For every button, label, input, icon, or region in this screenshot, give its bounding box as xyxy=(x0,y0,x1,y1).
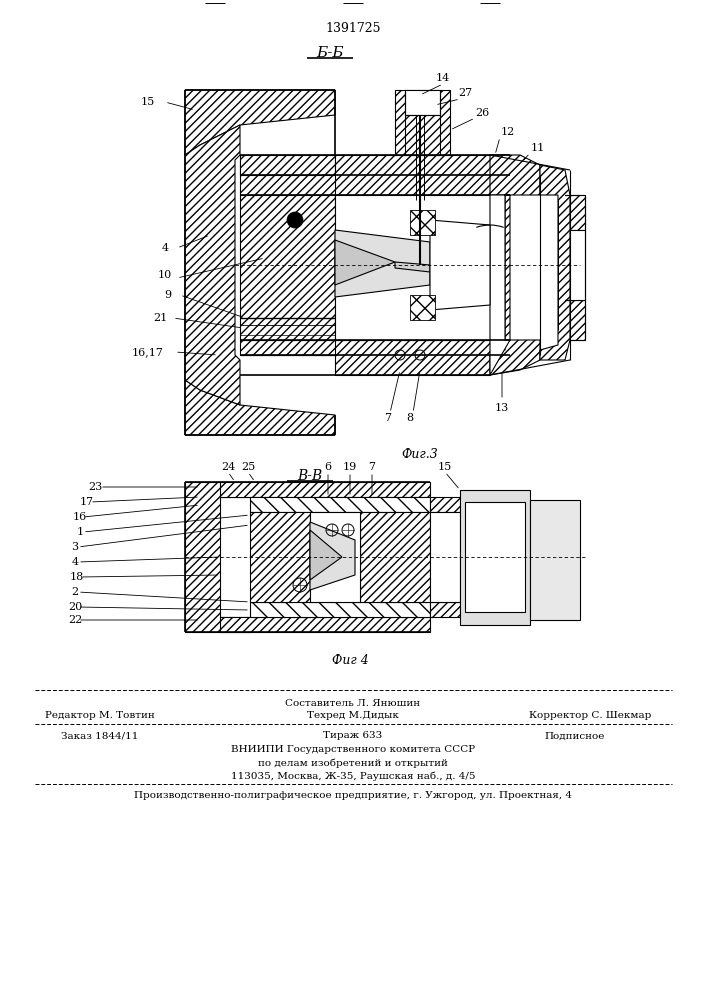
Polygon shape xyxy=(410,295,435,320)
Polygon shape xyxy=(250,497,430,512)
Polygon shape xyxy=(335,240,395,285)
Polygon shape xyxy=(250,602,430,617)
Polygon shape xyxy=(250,512,310,602)
Text: 15: 15 xyxy=(141,97,155,107)
Polygon shape xyxy=(460,490,530,625)
Text: 27: 27 xyxy=(458,88,472,98)
Polygon shape xyxy=(430,220,490,310)
Polygon shape xyxy=(310,530,342,580)
Polygon shape xyxy=(395,90,450,155)
Text: 4: 4 xyxy=(161,243,168,253)
Polygon shape xyxy=(185,380,335,435)
Polygon shape xyxy=(240,155,510,195)
Polygon shape xyxy=(335,155,490,195)
Text: Составитель Л. Янюшин: Составитель Л. Янюшин xyxy=(286,698,421,708)
Polygon shape xyxy=(310,512,360,602)
Text: Б-Б: Б-Б xyxy=(316,46,344,60)
Text: 21: 21 xyxy=(153,313,167,323)
Text: Производственно-полиграфическое предприятие, г. Ужгород, ул. Проектная, 4: Производственно-полиграфическое предприя… xyxy=(134,790,572,800)
Polygon shape xyxy=(540,165,570,360)
Text: 2: 2 xyxy=(71,587,78,597)
Polygon shape xyxy=(185,90,335,155)
Text: 10: 10 xyxy=(158,270,172,280)
Text: 8: 8 xyxy=(407,413,414,423)
Text: 26: 26 xyxy=(475,108,489,118)
Text: 20: 20 xyxy=(68,602,82,612)
Text: по делам изобретений и открытий: по делам изобретений и открытий xyxy=(258,758,448,768)
Polygon shape xyxy=(565,195,585,230)
Text: 15: 15 xyxy=(438,462,452,472)
Text: 18: 18 xyxy=(70,572,84,582)
Text: 11: 11 xyxy=(531,143,545,153)
Text: Фиг 4: Фиг 4 xyxy=(332,654,368,666)
Text: 24: 24 xyxy=(221,462,235,472)
Polygon shape xyxy=(410,210,435,235)
Text: В-В: В-В xyxy=(298,469,322,483)
Polygon shape xyxy=(465,502,525,612)
Text: 25: 25 xyxy=(241,462,255,472)
Text: 6: 6 xyxy=(325,462,332,472)
Polygon shape xyxy=(335,230,430,297)
Text: 22: 22 xyxy=(68,615,82,625)
Polygon shape xyxy=(490,155,540,375)
Text: 16,17: 16,17 xyxy=(132,347,164,357)
Text: 9: 9 xyxy=(165,290,172,300)
Polygon shape xyxy=(240,155,335,175)
Text: 13: 13 xyxy=(495,403,509,413)
Text: Фиг.3: Фиг.3 xyxy=(402,448,438,462)
Polygon shape xyxy=(430,602,460,617)
Text: 23: 23 xyxy=(88,482,102,492)
Polygon shape xyxy=(405,90,440,115)
Text: 1391725: 1391725 xyxy=(325,21,381,34)
Polygon shape xyxy=(565,300,585,340)
Polygon shape xyxy=(395,262,430,272)
Text: Техред М.Дидык: Техред М.Дидык xyxy=(307,712,399,720)
Text: 113035, Москва, Ж-35, Раушская наб., д. 4/5: 113035, Москва, Ж-35, Раушская наб., д. … xyxy=(230,771,475,781)
Polygon shape xyxy=(310,522,355,590)
Polygon shape xyxy=(570,230,585,300)
Text: 7: 7 xyxy=(368,462,375,472)
Text: Тираж 633: Тираж 633 xyxy=(323,732,382,740)
Polygon shape xyxy=(185,125,240,405)
Polygon shape xyxy=(220,617,430,632)
Text: 4: 4 xyxy=(71,557,78,567)
Text: Заказ 1844/11: Заказ 1844/11 xyxy=(62,732,139,740)
Circle shape xyxy=(287,212,303,228)
Text: 16: 16 xyxy=(73,512,87,522)
Polygon shape xyxy=(335,195,490,340)
Polygon shape xyxy=(360,512,430,602)
Text: 7: 7 xyxy=(385,413,392,423)
Polygon shape xyxy=(335,340,490,375)
Polygon shape xyxy=(430,512,460,602)
Text: 19: 19 xyxy=(343,462,357,472)
Text: Редактор М. Товтин: Редактор М. Товтин xyxy=(45,712,155,720)
Text: 14: 14 xyxy=(436,73,450,83)
Polygon shape xyxy=(530,500,580,620)
Text: ВНИИПИ Государственного комитета СССР: ВНИИПИ Государственного комитета СССР xyxy=(231,746,475,754)
Polygon shape xyxy=(220,482,430,497)
Polygon shape xyxy=(430,497,460,512)
Polygon shape xyxy=(240,195,335,340)
Polygon shape xyxy=(490,195,510,375)
Text: 17: 17 xyxy=(80,497,94,507)
Polygon shape xyxy=(185,482,250,632)
Text: Корректор С. Шекмар: Корректор С. Шекмар xyxy=(529,712,651,720)
Text: 3: 3 xyxy=(71,542,78,552)
Polygon shape xyxy=(240,340,510,355)
Text: Подписное: Подписное xyxy=(545,732,605,740)
Text: 1: 1 xyxy=(76,527,83,537)
Text: 12: 12 xyxy=(501,127,515,137)
